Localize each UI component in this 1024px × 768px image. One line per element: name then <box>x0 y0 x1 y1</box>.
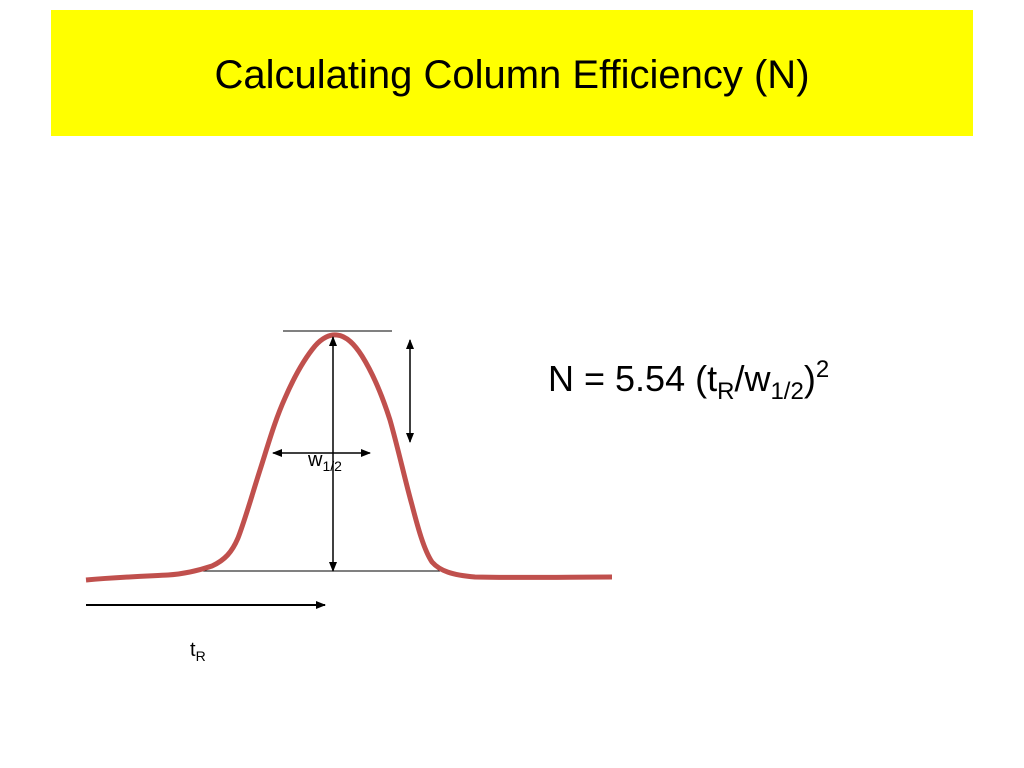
formula-subscript: R <box>717 378 734 405</box>
formula-mid: /w <box>734 358 771 399</box>
peak-curve <box>85 332 613 583</box>
formula-subscript: 1/2 <box>770 378 803 405</box>
width-symbol: w <box>307 449 323 471</box>
formula-superscript: 2 <box>816 356 829 383</box>
slide-title: Calculating Column Efficiency (N) <box>214 53 809 97</box>
formula: N = 5.54 (tR/w1/2)2 <box>548 356 829 405</box>
title-banner <box>51 10 973 136</box>
retention-label: tR <box>190 639 206 664</box>
width-label: w1/2 <box>307 449 342 474</box>
formula-close: ) <box>804 358 816 399</box>
retention-subscript: R <box>196 648 206 664</box>
retention-symbol: t <box>190 639 196 661</box>
width-subscript: 1/2 <box>322 458 342 474</box>
formula-lead: N = 5.54 (t <box>548 358 717 399</box>
